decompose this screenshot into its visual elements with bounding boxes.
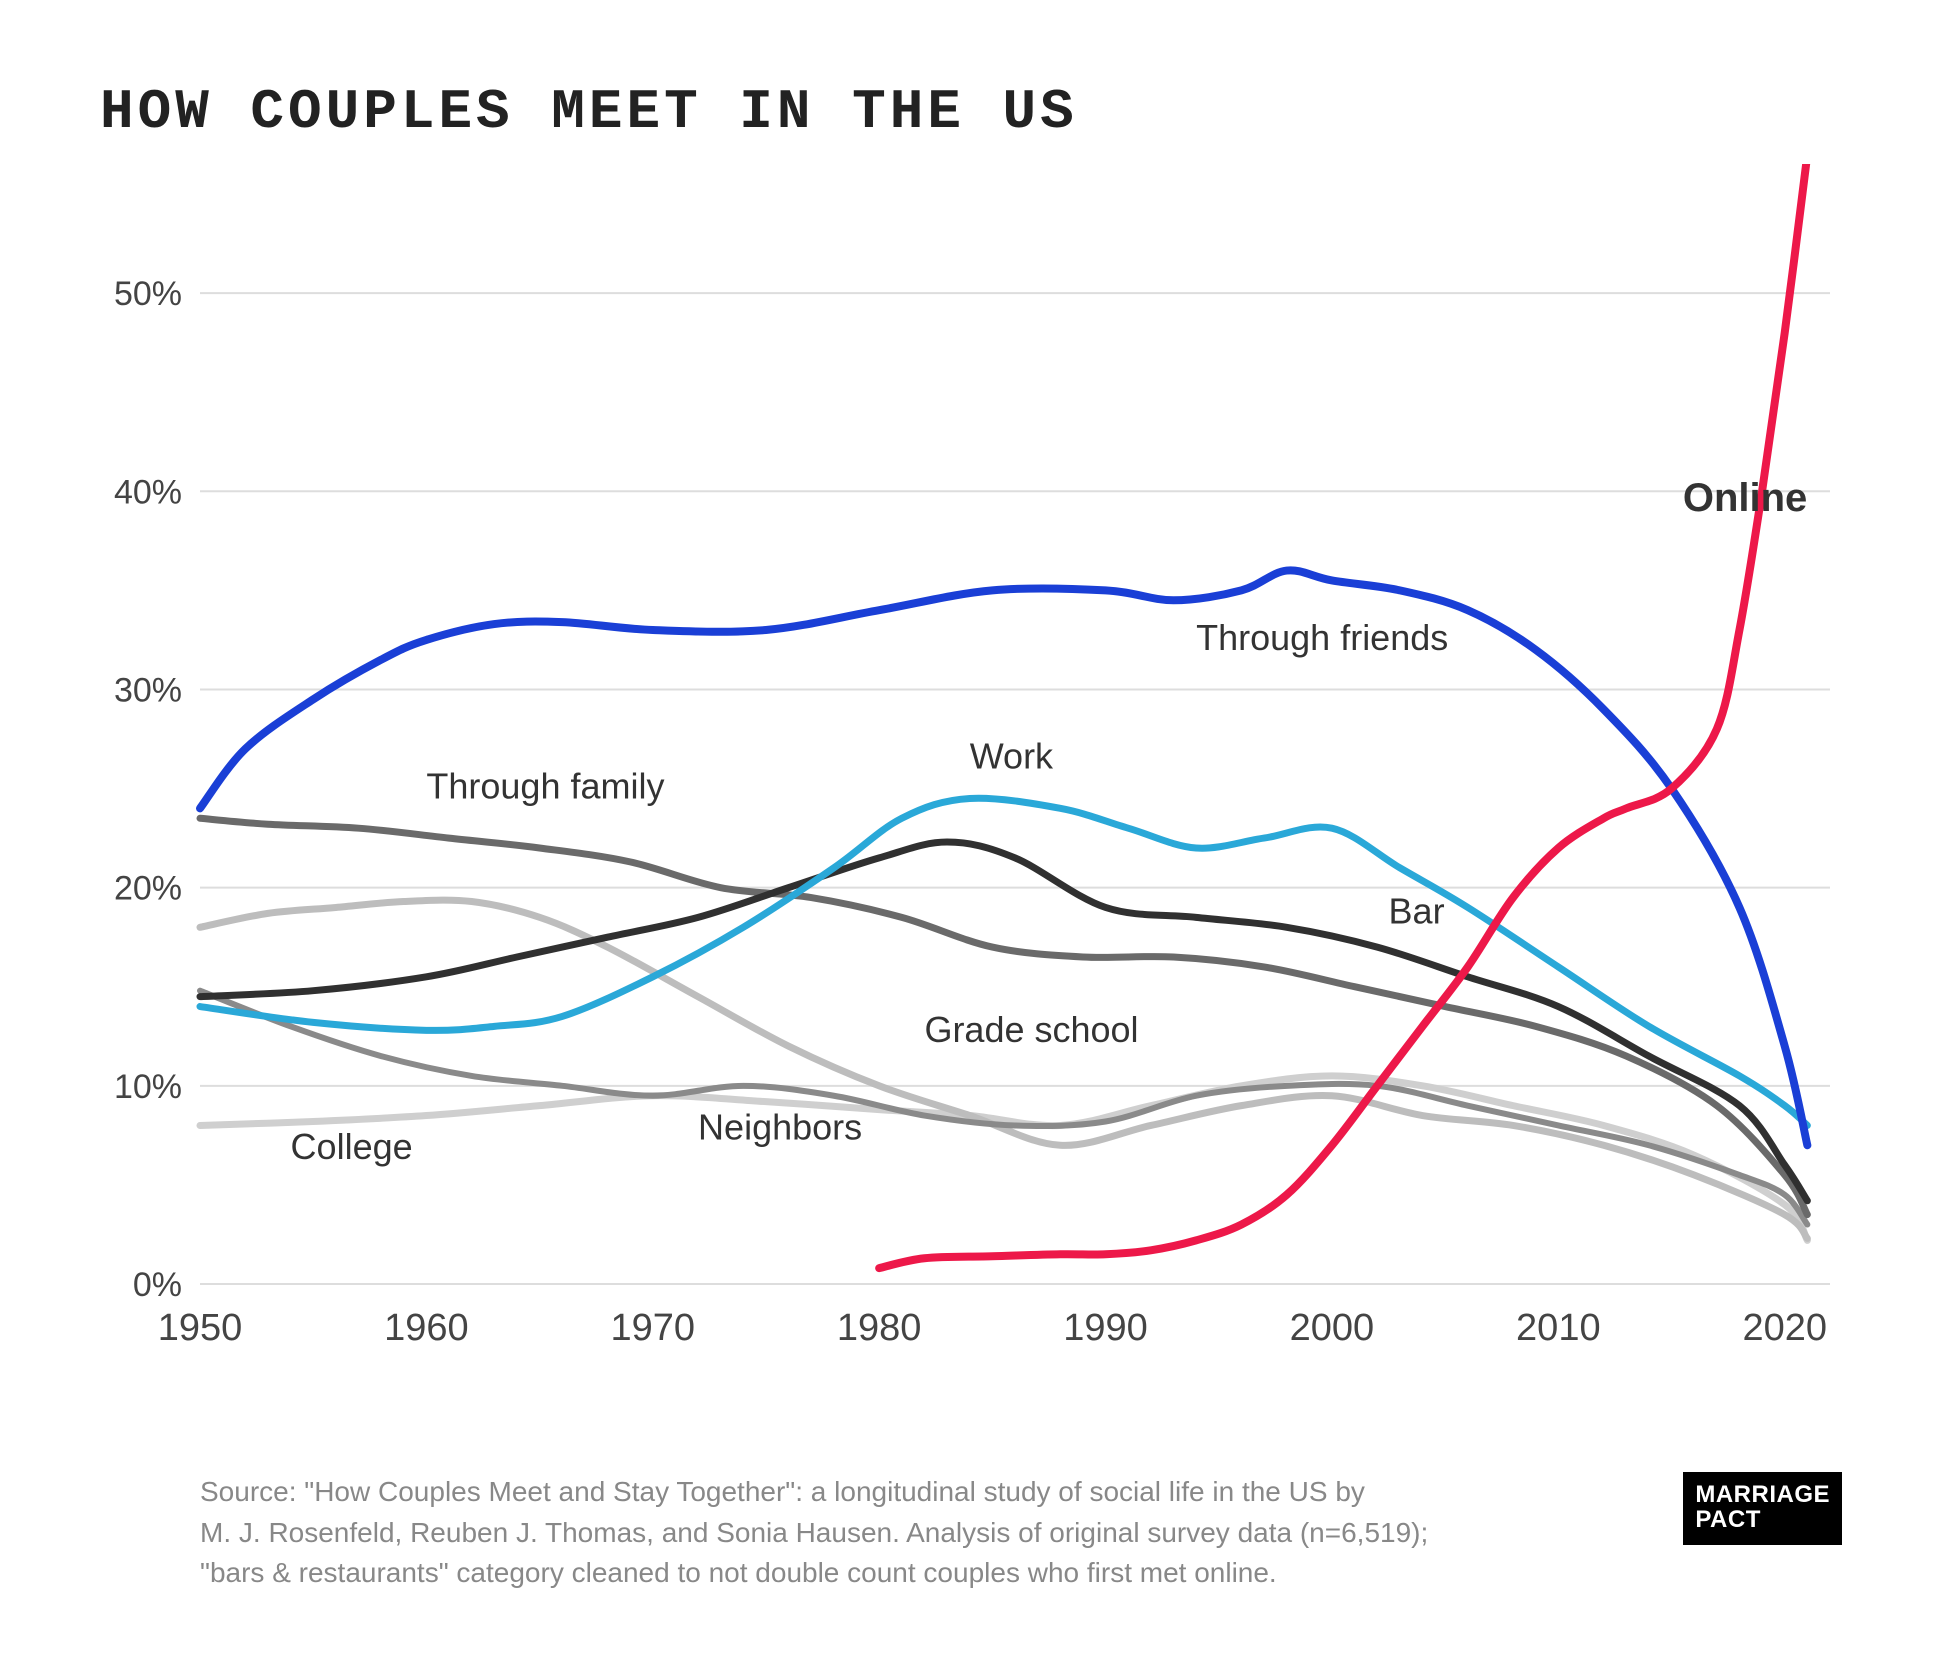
series-online <box>879 164 1807 1268</box>
series-label-work: Work <box>970 736 1054 777</box>
series-through-friends <box>200 570 1807 1145</box>
svg-text:50%: 50% <box>114 275 182 313</box>
footer: Source: "How Couples Meet and Stay Toget… <box>200 1472 1842 1594</box>
svg-text:1970: 1970 <box>611 1307 696 1349</box>
svg-text:10%: 10% <box>114 1068 182 1106</box>
source-line: "bars & restaurants" category cleaned to… <box>200 1553 1428 1594</box>
series-label-college: College <box>291 1126 413 1167</box>
series-label-online: Online <box>1683 476 1807 520</box>
svg-text:2020: 2020 <box>1742 1307 1827 1349</box>
svg-text:1960: 1960 <box>384 1307 469 1349</box>
series-label-grade-school: Grade school <box>924 1009 1138 1050</box>
logo-line: MARRIAGE <box>1695 1482 1830 1507</box>
logo-line: PACT <box>1695 1507 1830 1532</box>
svg-text:20%: 20% <box>114 870 182 908</box>
svg-text:2000: 2000 <box>1290 1307 1375 1349</box>
svg-text:1950: 1950 <box>158 1307 243 1349</box>
svg-text:1990: 1990 <box>1063 1307 1148 1349</box>
chart-container: HOW COUPLES MEET IN THE US 0% 10% 20% 30% 40… <box>0 0 1942 1654</box>
svg-text:40%: 40% <box>114 473 182 511</box>
plot-area: 0% 10% 20% 30% 40% 50% 1950 1960 1970 1980 1990 200… <box>100 164 1842 1404</box>
svg-text:30%: 30% <box>114 671 182 709</box>
chart-svg: 0% 10% 20% 30% 40% 50% 1950 1960 1970 1980 1990 200… <box>100 164 1842 1404</box>
series-label-through-friends: Through friends <box>1196 617 1448 658</box>
svg-text:1980: 1980 <box>837 1307 922 1349</box>
marriage-pact-logo: MARRIAGE PACT <box>1683 1472 1842 1544</box>
source-text: Source: "How Couples Meet and Stay Toget… <box>200 1472 1428 1594</box>
series-work <box>200 798 1807 1125</box>
chart-title: HOW COUPLES MEET IN THE US <box>100 80 1842 144</box>
series-label-neighbors: Neighbors <box>698 1106 862 1147</box>
series-label-bar: Bar <box>1389 890 1445 931</box>
series-label-through-family: Through family <box>426 765 664 806</box>
source-line: M. J. Rosenfeld, Reuben J. Thomas, and S… <box>200 1513 1428 1554</box>
source-line: Source: "How Couples Meet and Stay Toget… <box>200 1472 1428 1513</box>
series-college <box>200 1076 1807 1240</box>
svg-text:0%: 0% <box>133 1266 182 1304</box>
svg-text:2010: 2010 <box>1516 1307 1601 1349</box>
